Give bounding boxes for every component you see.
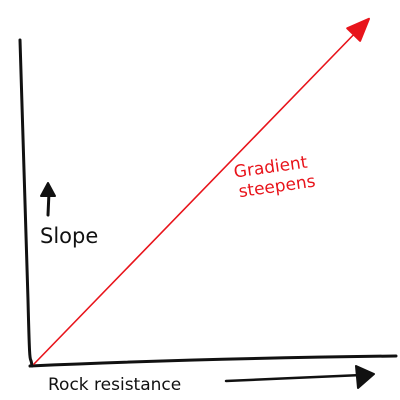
y-axis-label-group: Slope (40, 182, 98, 248)
series-arrowhead-0 (346, 17, 370, 42)
series-layer (33, 17, 370, 365)
y-axis-label: Slope (40, 224, 98, 248)
x-axis-label: Rock resistance (48, 375, 181, 395)
arrow-right-icon-head (355, 365, 375, 389)
y-axis (18, 38, 34, 368)
x-axis (28, 354, 398, 368)
arrow-up-icon-head (40, 182, 56, 197)
series-line-0 (33, 25, 363, 365)
x-axis-label-group: Rock resistance (48, 365, 375, 395)
annotation: Gradient steepens (233, 152, 317, 202)
arrow-right-icon (224, 373, 364, 383)
